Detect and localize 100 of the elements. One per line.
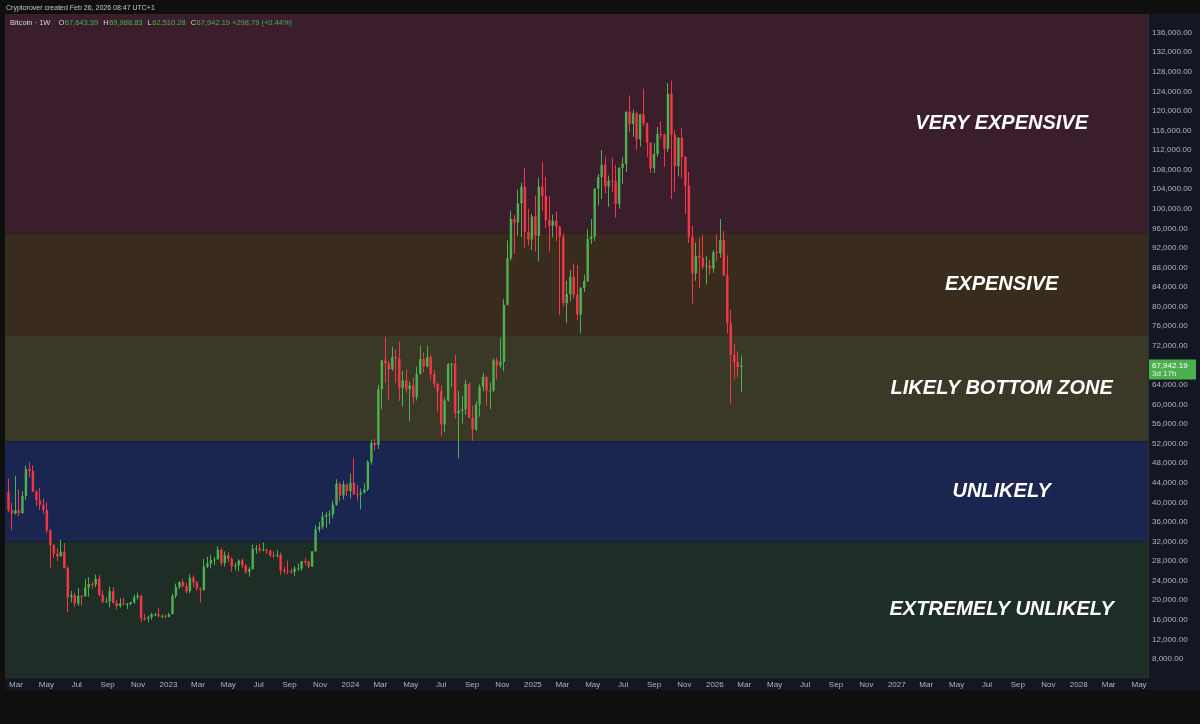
y-tick-label: 124,000.00 (1152, 86, 1193, 96)
candlestick (485, 376, 488, 406)
band-label: EXTREMELY UNLIKELY (889, 596, 1116, 619)
candlestick (136, 592, 139, 600)
x-tick-label: Sep (464, 680, 480, 689)
y-tick-label: 56,000.00 (1152, 419, 1189, 429)
candlestick (293, 565, 296, 577)
band-label: LIKELY BOTTOM ZONE (890, 376, 1114, 399)
candlestick (398, 341, 401, 402)
band-label: EXPENSIVE (945, 272, 1060, 295)
candlestick (199, 587, 202, 603)
x-tick-label: Nov (495, 680, 510, 689)
candlestick (719, 219, 722, 258)
x-tick-label: Nov (312, 680, 328, 689)
x-tick-label: Jul (617, 680, 629, 689)
candlestick (150, 612, 153, 620)
candlestick (261, 542, 265, 552)
candlestick (286, 560, 289, 575)
y-tick-label: 60,000.00 (1152, 399, 1189, 409)
y-tick-label: 36,000.00 (1152, 517, 1189, 527)
x-tick-label: 2028 (1069, 680, 1089, 689)
candlestick (192, 575, 195, 587)
x-tick-label: 2024 (341, 680, 360, 689)
x-tick-label: May (949, 680, 965, 689)
candlestick (513, 215, 516, 254)
y-tick-label: 104,000.00 (1152, 184, 1193, 194)
x-tick-label: May (220, 680, 236, 689)
candlestick (349, 473, 352, 499)
x-tick-label: Nov (677, 680, 692, 689)
x-tick-label: Mar (555, 680, 570, 689)
y-tick-label: 48,000.00 (1152, 458, 1189, 468)
y-tick-label: 44,000.00 (1152, 477, 1189, 487)
x-tick-label: 2026 (705, 680, 725, 689)
y-tick-label: 32,000.00 (1152, 536, 1189, 546)
x-tick-label: Nov (859, 680, 874, 689)
x-tick-label: 2025 (523, 680, 543, 689)
y-tick-label: 128,000.00 (1152, 66, 1193, 76)
candlestick (370, 439, 373, 465)
y-tick-label: 100,000.00 (1152, 203, 1193, 213)
y-tick-label: 108,000.00 (1152, 164, 1193, 174)
x-tick-label: Jul (253, 680, 265, 689)
x-tick-label: Mar (373, 680, 388, 689)
candlestick (527, 208, 530, 246)
candlestick (258, 543, 261, 553)
candlestick (520, 182, 523, 238)
y-tick-label: 28,000.00 (1152, 556, 1189, 566)
x-tick-label: Sep (1010, 680, 1026, 689)
x-tick-label: Mar (9, 680, 24, 689)
candlestick (122, 597, 125, 606)
candlestick (272, 551, 275, 559)
candlestick (705, 256, 708, 285)
candlestick (457, 390, 460, 459)
y-tick-label: 20,000.00 (1152, 595, 1189, 605)
candlestick (213, 557, 216, 565)
y-tick-label: 136,000.00 (1152, 27, 1193, 37)
y-tick-label: 120,000.00 (1152, 106, 1193, 116)
x-tick-label: Mar (191, 680, 206, 689)
candlestick (275, 550, 279, 558)
y-tick-label: 88,000.00 (1152, 262, 1189, 272)
candlestick (548, 196, 551, 252)
x-tick-label: Jul (71, 680, 83, 689)
candlestick (234, 562, 237, 571)
candlestick (691, 225, 694, 304)
y-tick-label: 24,000.00 (1152, 575, 1189, 585)
candlestick (628, 95, 631, 132)
x-tick-label: Nov (1041, 680, 1056, 689)
candlestick (255, 544, 258, 554)
x-tick-label: May (38, 680, 54, 689)
x-tick-label: May (1131, 680, 1147, 689)
text: 3d 17h (1152, 368, 1177, 378)
x-tick-label: Sep (100, 680, 116, 689)
candlestick (740, 355, 743, 393)
candlestick (715, 234, 719, 262)
candlestick (670, 80, 673, 199)
x-tick-label: Mar (919, 680, 934, 689)
candlestick (70, 590, 73, 603)
x-tick-label: Mar (737, 680, 752, 689)
x-tick-label: Mar (1101, 680, 1116, 689)
y-tick-label: 96,000.00 (1152, 223, 1189, 233)
x-tick-label: Sep (828, 680, 844, 689)
y-tick-label: 52,000.00 (1152, 438, 1189, 448)
candlestick (14, 475, 17, 515)
y-tick-label: 64,000.00 (1152, 380, 1189, 390)
candlestick (265, 548, 268, 554)
x-tick-label: Jul (436, 680, 447, 689)
x-tick-label: May (403, 680, 419, 689)
y-tick-label: 12,000.00 (1152, 634, 1189, 644)
candlestick (394, 349, 398, 383)
x-tick-label: Jul (799, 680, 811, 689)
x-tick-label: Sep (646, 680, 662, 689)
y-tick-label: 116,000.00 (1152, 125, 1192, 135)
candlestick (607, 175, 610, 207)
candlestick (206, 556, 209, 568)
y-tick-label: 40,000.00 (1152, 497, 1189, 507)
x-tick-label: Sep (282, 680, 298, 689)
candlestick (324, 512, 328, 528)
y-tick-label: 112,000.00 (1152, 145, 1192, 155)
x-tick-label: May (767, 680, 783, 689)
text: 67,942.19 (1152, 360, 1189, 370)
candlestick (108, 586, 111, 608)
